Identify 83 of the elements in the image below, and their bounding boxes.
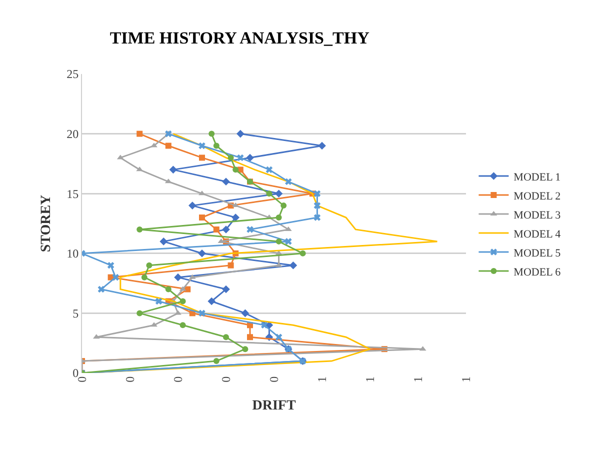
- point: [285, 238, 292, 245]
- x-tick-label: 0: [122, 376, 137, 382]
- chart-title: TIME HISTORY ANALYSIS_THY: [110, 28, 370, 48]
- x-tick-label: 1: [314, 376, 329, 382]
- point: [180, 298, 186, 304]
- point: [222, 285, 230, 294]
- point: [198, 190, 206, 196]
- point: [237, 154, 244, 162]
- x-tick-label: 1: [410, 376, 425, 382]
- point: [274, 190, 283, 198]
- y-tick-label: 5: [72, 306, 79, 320]
- point: [180, 322, 186, 328]
- point: [228, 262, 234, 268]
- x-tick-label: 0: [266, 376, 281, 382]
- point: [261, 322, 268, 329]
- x-axis-title: DRIFT: [252, 398, 296, 414]
- point: [198, 310, 206, 317]
- point: [213, 142, 220, 149]
- point: [232, 166, 239, 173]
- point: [208, 297, 216, 306]
- legend-label: MODEL 1: [514, 171, 561, 184]
- y-tick-label: 20: [66, 127, 79, 141]
- point: [275, 334, 282, 341]
- point: [150, 322, 158, 327]
- point: [222, 226, 230, 234]
- point: [314, 214, 321, 221]
- point: [208, 130, 215, 137]
- legend-label: MODEL 6: [514, 266, 562, 278]
- legend-label: MODEL 5: [514, 247, 562, 260]
- point: [314, 190, 321, 197]
- point: [165, 142, 172, 149]
- point: [213, 358, 220, 364]
- point: [285, 178, 292, 186]
- point: [314, 202, 321, 209]
- point: [146, 262, 152, 268]
- y-tick-label: 10: [66, 246, 79, 261]
- point: [98, 286, 105, 293]
- point: [198, 250, 206, 258]
- point: [289, 261, 298, 270]
- point: [174, 310, 182, 315]
- point: [246, 154, 254, 162]
- legend-label: MODEL 4: [514, 228, 562, 240]
- point: [169, 166, 178, 174]
- point: [276, 238, 282, 244]
- point: [199, 154, 205, 161]
- point: [247, 334, 253, 340]
- y-tick-label: 15: [66, 186, 79, 201]
- point: [136, 226, 143, 232]
- point: [213, 226, 220, 232]
- point: [232, 214, 240, 222]
- point: [236, 130, 244, 138]
- point: [246, 226, 254, 233]
- point: [141, 274, 148, 280]
- point: [155, 298, 162, 305]
- x-tick-label: 0: [170, 376, 185, 382]
- point: [107, 262, 114, 269]
- x-tick-label: 0: [218, 376, 233, 382]
- point: [223, 334, 229, 340]
- point: [228, 154, 234, 161]
- x-tick-label: 1: [362, 376, 377, 382]
- point: [150, 142, 158, 148]
- x-tick-label: 1: [458, 376, 473, 382]
- point: [112, 274, 119, 281]
- point: [276, 214, 282, 221]
- point: [280, 202, 287, 209]
- y-tick-label: 25: [66, 67, 79, 82]
- point: [199, 214, 205, 221]
- legend-label: MODEL 2: [514, 190, 561, 202]
- legend-label: MODEL 3: [514, 209, 562, 222]
- point: [266, 166, 273, 174]
- point: [136, 130, 143, 137]
- point: [266, 190, 272, 197]
- point: [300, 250, 306, 256]
- point: [165, 286, 172, 292]
- point: [222, 178, 230, 186]
- point: [136, 310, 143, 316]
- point: [242, 346, 248, 352]
- point: [241, 309, 250, 318]
- y-axis-title: STOREY: [39, 194, 54, 252]
- point: [318, 142, 326, 150]
- point: [160, 238, 168, 246]
- point: [188, 202, 196, 210]
- point: [174, 273, 182, 282]
